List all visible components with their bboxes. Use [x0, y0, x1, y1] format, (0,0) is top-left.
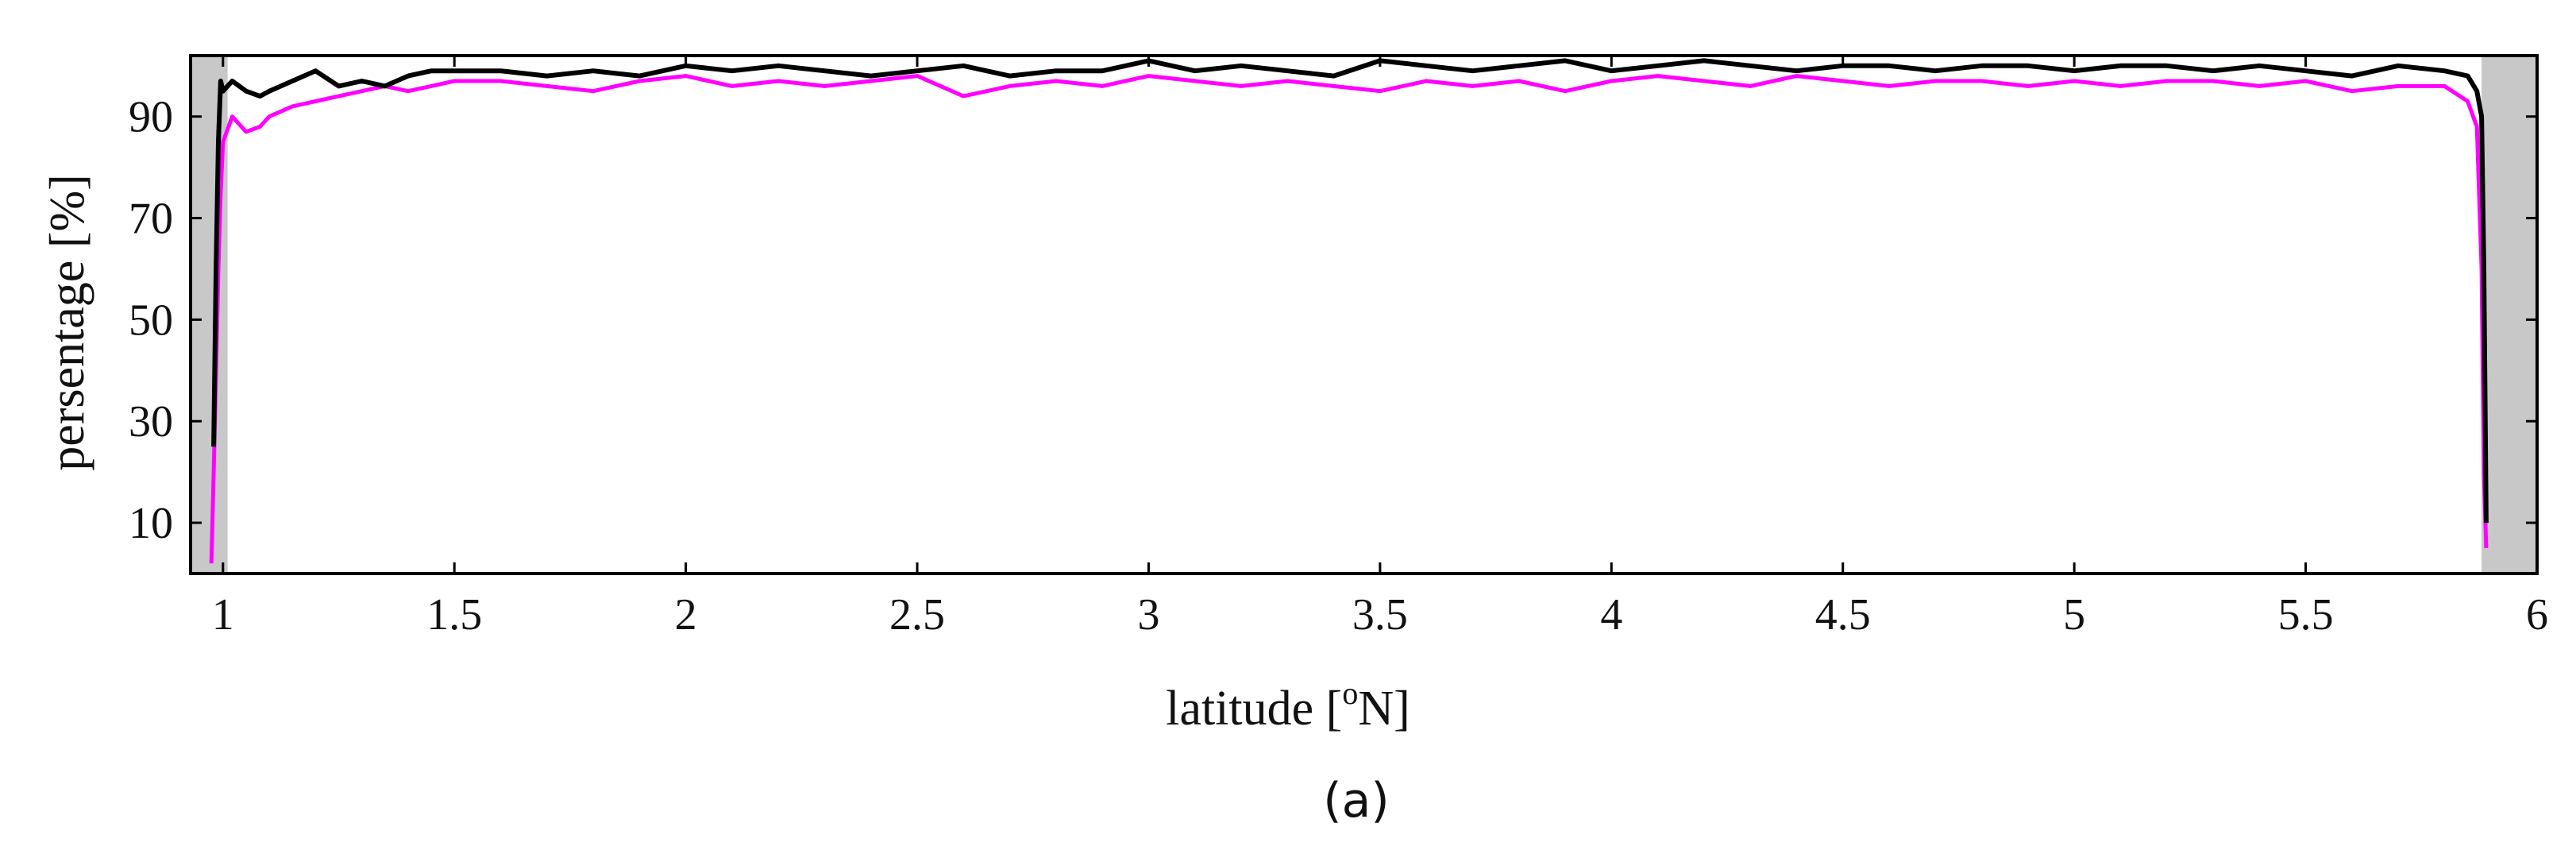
y-tick-label: 90 — [129, 93, 173, 142]
x-tick-label: 2.5 — [889, 590, 945, 639]
y-tick-label: 10 — [129, 499, 173, 548]
y-tick-label: 30 — [129, 397, 173, 446]
x-tick-label: 5.5 — [2278, 590, 2334, 639]
y-axis-ticks: 10 30 50 70 90 — [129, 93, 2537, 548]
series-lines — [209, 58, 2489, 564]
figure-caption: (a) — [1323, 773, 1390, 829]
y-tick-label: 50 — [129, 296, 173, 345]
shaded-regions — [191, 56, 2537, 574]
x-tick-label: 4 — [1600, 590, 1622, 639]
series-line-1 — [211, 58, 2489, 524]
y-tick-label: 70 — [129, 195, 173, 244]
x-tick-label: 3.5 — [1352, 590, 1408, 639]
plot-frame — [189, 54, 2539, 575]
x-axis-label: latitude [oN] — [1166, 675, 1410, 736]
x-tick-label: 5 — [2063, 590, 2085, 639]
x-tick-label: 2 — [675, 590, 697, 639]
x-tick-label: 3 — [1137, 590, 1159, 639]
x-axis-ticks: 1 1.5 2 2.5 3 3.5 4 4.5 5 5.5 6 — [212, 56, 2548, 639]
y-axis-label: persentage [%] — [40, 174, 94, 471]
series-line-2 — [209, 74, 2489, 564]
x-tick-label: 1 — [212, 590, 234, 639]
x-tick-label: 1.5 — [426, 590, 482, 639]
x-tick-label: 6 — [2526, 590, 2548, 639]
shaded-region-1 — [191, 56, 228, 574]
x-tick-label: 4.5 — [1815, 590, 1871, 639]
shaded-region-2 — [2482, 56, 2537, 574]
